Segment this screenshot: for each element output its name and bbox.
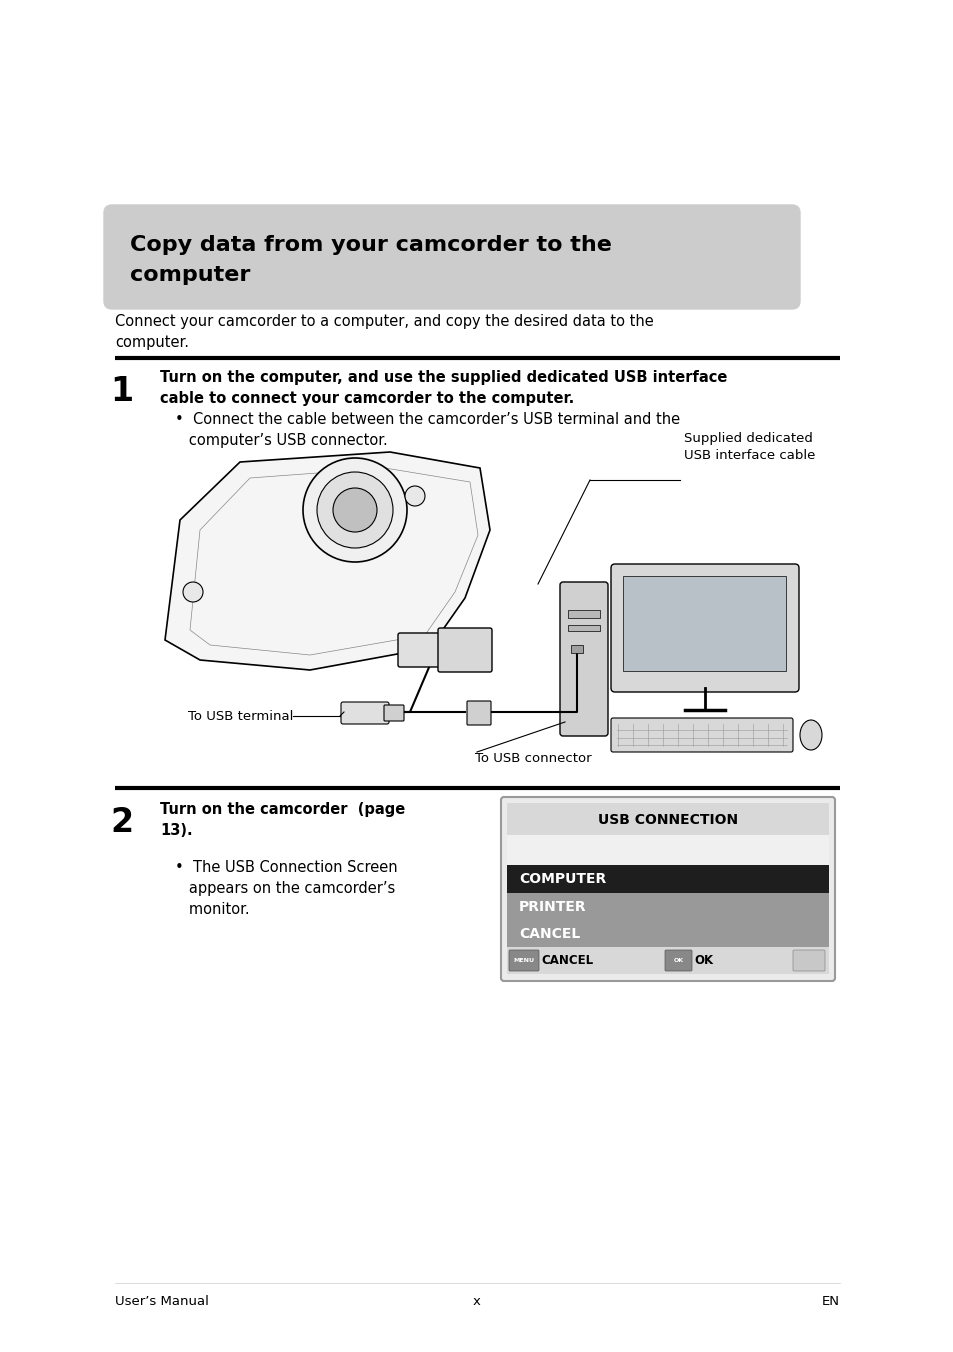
FancyBboxPatch shape xyxy=(437,627,492,672)
Text: OK: OK xyxy=(693,955,713,968)
Bar xyxy=(567,610,599,618)
FancyBboxPatch shape xyxy=(610,718,792,752)
FancyBboxPatch shape xyxy=(340,702,389,725)
Bar xyxy=(506,919,828,946)
Text: CANCEL: CANCEL xyxy=(518,927,579,941)
Text: x: x xyxy=(473,1295,480,1307)
Bar xyxy=(571,645,582,653)
Text: Turn on the computer, and use the supplied dedicated USB interface
cable to conn: Turn on the computer, and use the suppli… xyxy=(160,370,726,406)
Bar xyxy=(622,576,785,671)
FancyBboxPatch shape xyxy=(610,564,799,692)
FancyBboxPatch shape xyxy=(664,950,691,971)
Text: 1: 1 xyxy=(110,375,133,408)
FancyBboxPatch shape xyxy=(397,633,461,667)
Text: CANCEL: CANCEL xyxy=(540,955,593,968)
Circle shape xyxy=(405,485,424,506)
Text: Copy data from your camcorder to the: Copy data from your camcorder to the xyxy=(130,235,611,256)
Text: EN: EN xyxy=(821,1295,840,1307)
Text: computer: computer xyxy=(130,265,250,285)
Bar xyxy=(567,625,599,631)
Text: To USB terminal: To USB terminal xyxy=(188,710,294,723)
Text: OK: OK xyxy=(673,959,683,964)
Circle shape xyxy=(333,488,376,531)
Text: User’s Manual: User’s Manual xyxy=(115,1295,209,1307)
Bar xyxy=(506,803,828,836)
Text: COMPUTER: COMPUTER xyxy=(518,872,605,886)
Text: Connect your camcorder to a computer, and copy the desired data to the
computer.: Connect your camcorder to a computer, an… xyxy=(115,314,653,350)
Bar xyxy=(506,894,828,919)
Text: 2: 2 xyxy=(110,806,133,840)
FancyBboxPatch shape xyxy=(792,950,824,971)
Bar xyxy=(506,946,828,973)
Text: Supplied dedicated
USB interface cable: Supplied dedicated USB interface cable xyxy=(683,433,815,462)
Text: •  Connect the cable between the camcorder’s USB terminal and the
   computer’s : • Connect the cable between the camcorde… xyxy=(174,412,679,448)
FancyBboxPatch shape xyxy=(104,206,800,310)
Circle shape xyxy=(303,458,407,562)
Circle shape xyxy=(316,472,393,548)
Circle shape xyxy=(183,581,203,602)
FancyBboxPatch shape xyxy=(500,796,834,982)
FancyBboxPatch shape xyxy=(509,950,538,971)
Text: Turn on the camcorder  (page
13).: Turn on the camcorder (page 13). xyxy=(160,802,405,838)
Ellipse shape xyxy=(800,721,821,750)
Polygon shape xyxy=(165,452,490,671)
FancyBboxPatch shape xyxy=(559,581,607,735)
Text: USB CONNECTION: USB CONNECTION xyxy=(598,813,738,827)
Text: To USB connector: To USB connector xyxy=(475,752,591,765)
Bar xyxy=(506,836,828,865)
Text: PRINTER: PRINTER xyxy=(518,900,586,914)
Bar xyxy=(506,865,828,894)
FancyBboxPatch shape xyxy=(384,704,403,721)
Text: MENU: MENU xyxy=(513,959,534,964)
Text: •  The USB Connection Screen
   appears on the camcorder’s
   monitor.: • The USB Connection Screen appears on t… xyxy=(174,860,397,917)
FancyBboxPatch shape xyxy=(467,700,491,725)
